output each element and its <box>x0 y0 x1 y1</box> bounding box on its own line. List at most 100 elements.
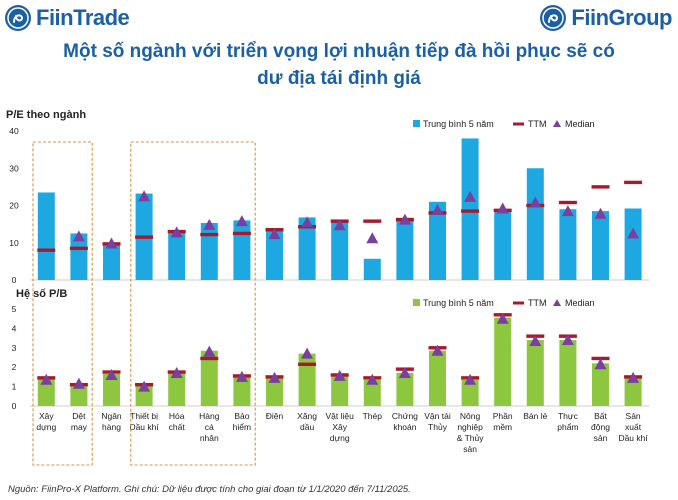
bar <box>429 350 446 406</box>
x-tick-label: Dệt <box>72 411 86 421</box>
median-marker <box>105 368 118 380</box>
median-marker <box>594 207 607 219</box>
x-tick-label: Thép <box>363 411 383 421</box>
x-tick-label: dựng <box>330 433 350 443</box>
y-axis-label: P/E theo ngành <box>6 109 86 121</box>
y-tick-label: 3 <box>12 343 17 353</box>
x-tick-label: động <box>591 422 610 432</box>
ttm-marker <box>591 185 610 189</box>
legend-ttm-label: TTM <box>528 119 547 129</box>
ttm-marker <box>37 248 56 252</box>
x-tick-label: sản <box>463 444 477 454</box>
x-tick-label: dầu <box>300 422 314 432</box>
bar <box>624 377 642 406</box>
y-tick-label: 1 <box>12 382 17 392</box>
median-marker <box>203 218 216 230</box>
bar <box>461 138 479 280</box>
median-marker <box>431 344 444 356</box>
median-marker <box>72 230 85 242</box>
median-marker <box>235 215 248 227</box>
y-tick-label: 10 <box>9 238 19 248</box>
y-tick-label: 30 <box>9 163 19 173</box>
ttm-marker <box>135 235 154 239</box>
fiingroup-brand: FiinGroup <box>539 4 672 32</box>
x-tick-label: Xây <box>332 422 347 432</box>
y-tick-label: 20 <box>9 201 19 211</box>
median-marker <box>366 373 379 385</box>
bar <box>233 220 251 280</box>
legend-avg-label: Trung bình 5 năm <box>423 119 494 129</box>
bar <box>592 363 609 406</box>
x-tick-label: dựng <box>36 422 56 432</box>
ttm-marker <box>363 219 382 223</box>
median-marker <box>138 190 151 202</box>
legend-ttm-swatch <box>513 122 524 126</box>
x-tick-label: cá <box>205 422 214 432</box>
ttm-marker <box>624 180 643 185</box>
median-marker <box>268 371 281 383</box>
x-tick-label: Bán lẻ <box>523 411 547 421</box>
x-tick-label: may <box>71 422 88 432</box>
legend-avg-swatch <box>413 299 420 306</box>
highlight-box-group-1 <box>32 141 93 466</box>
y-axis-label: Hệ số P/B <box>16 288 67 300</box>
y-tick-label: 2 <box>12 362 17 372</box>
x-tick-label: Chứng <box>392 411 418 421</box>
x-tick-label: hiểm <box>233 422 251 432</box>
y-tick-label: 4 <box>12 323 17 333</box>
median-marker <box>627 371 640 383</box>
bar <box>461 379 479 406</box>
bar <box>363 379 381 406</box>
median-marker <box>398 367 411 379</box>
fiintrade-logo-icon <box>5 5 31 31</box>
x-tick-label: Bất <box>594 411 607 421</box>
x-tick-label: Hóa <box>169 411 185 421</box>
bar <box>396 373 414 406</box>
bar <box>559 209 577 280</box>
x-tick-label: Vật liệu <box>326 411 355 421</box>
legend-avg-swatch <box>413 120 420 127</box>
bar <box>168 231 186 280</box>
bar <box>200 350 218 406</box>
fiingroup-logo-icon <box>540 5 567 31</box>
fiintrade-brand-text: FiinTrade <box>36 5 130 30</box>
x-tick-label: Thiết bị <box>130 411 158 421</box>
x-tick-label: khoán <box>393 422 416 432</box>
bar <box>592 211 609 280</box>
bar <box>70 383 88 406</box>
bar <box>363 258 381 280</box>
bar <box>266 377 283 406</box>
median-marker <box>105 237 118 249</box>
ttm-marker <box>200 356 219 361</box>
bar <box>494 317 512 406</box>
median-marker <box>40 373 53 385</box>
fiintrade-brand: FiinTrade <box>4 4 130 32</box>
ttm-marker <box>298 362 317 366</box>
ttm-marker <box>232 231 251 236</box>
y-tick-label: 5 <box>12 304 17 314</box>
x-tick-label: nghiệp <box>457 422 483 432</box>
bar <box>298 353 316 406</box>
x-tick-label: & Thủy <box>457 433 485 443</box>
fiingroup-brand-text: FiinGroup <box>571 5 672 30</box>
x-tick-label: phẩm <box>557 422 578 432</box>
x-tick-label: Xây <box>39 411 54 421</box>
bar <box>396 217 414 280</box>
bar <box>494 211 512 280</box>
median-marker <box>72 377 85 389</box>
median-marker <box>333 219 346 231</box>
legend-ttm-label: TTM <box>528 298 547 308</box>
median-marker <box>561 205 574 217</box>
bar <box>266 229 283 280</box>
median-marker <box>431 203 444 215</box>
median-marker <box>496 312 509 324</box>
title-line-2: dư địa tái định giá <box>257 68 421 89</box>
bar <box>559 340 577 406</box>
source-note: Nguồn: FiinPro-X Platform. Ghi chú: Dữ l… <box>8 484 411 495</box>
bar <box>168 372 186 406</box>
legend-ttm-swatch <box>513 301 524 305</box>
x-tick-label: Dầu khí <box>129 422 159 432</box>
bar <box>37 192 55 280</box>
y-tick-label: 40 <box>9 126 19 136</box>
